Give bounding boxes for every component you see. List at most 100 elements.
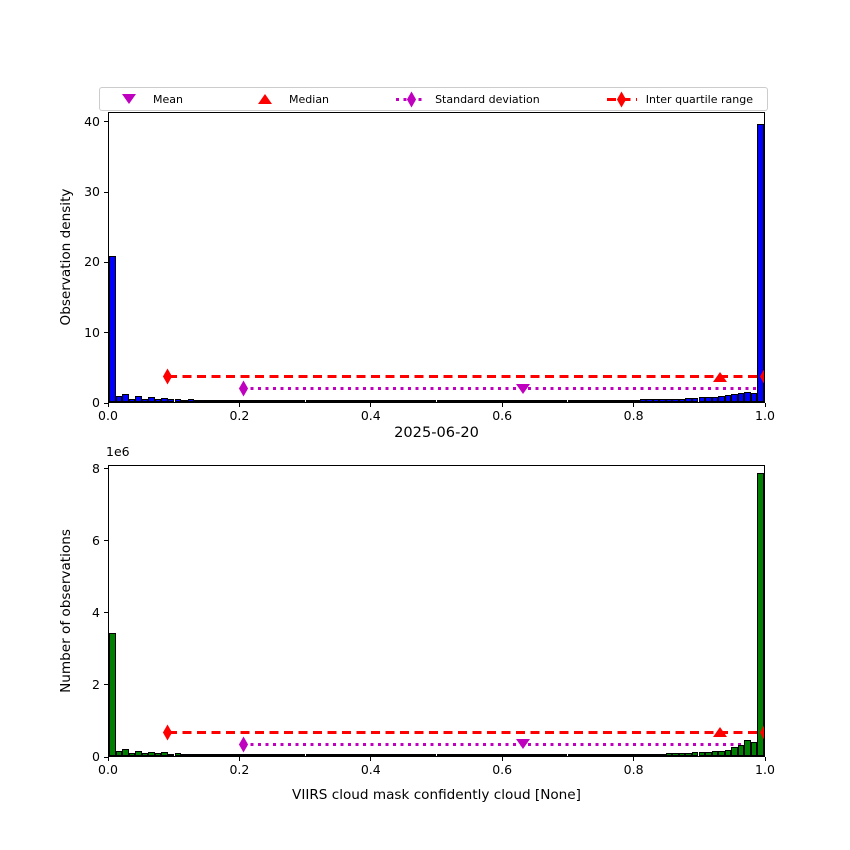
y-tick-label: 8 [92,460,100,476]
histogram-bar [502,400,509,402]
histogram-bar [436,400,444,402]
histogram-bar [574,400,581,402]
histogram-bar [371,754,378,756]
histogram-bar [403,754,411,756]
histogram-bar [200,753,208,756]
histogram-bar [187,753,195,756]
histogram-bar [443,754,450,756]
histogram-bar [541,754,548,756]
histogram-bar [456,400,463,402]
x-tick-mark [501,403,503,407]
histogram-bar [371,400,378,402]
iqr-marker-icon [606,91,637,107]
histogram-bar [475,754,483,756]
histogram-bar [646,753,653,756]
x-tick-label: 0.2 [229,762,250,777]
histogram-bar [325,400,332,402]
triangle-down-icon [122,94,136,104]
histogram-bar [423,400,430,402]
histogram-bar [731,747,738,756]
histogram-bar [338,400,345,402]
histogram-bar [109,256,116,402]
x-tick-mark [370,403,372,407]
mean-marker [515,739,530,750]
histogram-bar [521,754,529,756]
histogram-bar [547,400,555,402]
histogram-bar [331,754,339,756]
histogram-bar [253,400,260,402]
histogram-bar [266,400,273,402]
histogram-bar [757,124,764,402]
y-tick-label: 0 [92,749,100,764]
histogram-bar [560,754,568,756]
histogram-bar [220,400,227,402]
histogram-bar [593,754,601,756]
histogram-bar [534,754,542,756]
histogram-bar [331,400,339,402]
histogram-bar [554,754,561,756]
top-plot-area [108,112,765,403]
histogram-bar [593,399,601,402]
histogram-bar [462,754,470,756]
histogram-bar [410,754,417,756]
histogram-bar [240,754,247,756]
x-tick-mark [107,757,109,761]
histogram-bar [384,754,391,756]
histogram-bar [508,400,516,402]
histogram-bar [181,399,188,402]
histogram-bar [619,399,627,402]
histogram-bar [613,399,620,402]
histogram-bar [705,397,712,402]
histogram-bar [109,633,116,756]
histogram-bar [429,400,437,402]
legend-item-mean: Mean [114,92,183,106]
histogram-bar [174,398,182,402]
histogram-bar [652,753,660,756]
std-dev-line [243,742,764,746]
legend-label-std: Standard deviation [435,92,540,106]
histogram-bar [633,753,640,756]
histogram-bar [626,753,633,756]
histogram-bar [194,399,201,402]
histogram-bar [416,754,424,756]
histogram-bar [115,751,123,756]
y-tick-label: 20 [84,254,100,270]
histogram-bar [528,400,535,402]
std-dev-marker-icon [396,91,427,107]
histogram-bar [619,753,627,756]
histogram-bar [338,754,345,756]
legend-item-std: Standard deviation [396,91,540,107]
histogram-bar [580,754,588,756]
histogram-bar [541,400,548,402]
histogram-bar [148,751,155,756]
histogram-bar [521,400,529,402]
histogram-bar [364,754,371,756]
y-tick-label: 2 [92,676,100,692]
legend: Mean Median Standard deviation Inter qua… [99,87,768,111]
histogram-bar [279,754,286,756]
histogram-bar [665,398,673,402]
histogram-bar [724,395,732,402]
histogram-bar [325,754,332,756]
iqr-left-diamond [163,368,173,385]
histogram-bar [213,399,221,402]
histogram-bar [207,399,214,402]
histogram-bar [377,400,385,402]
legend-label-iqr: Inter quartile range [645,92,753,106]
histogram-bar [285,400,293,402]
histogram-bar [115,396,123,402]
histogram-bar [344,754,352,756]
histogram-bar [187,399,195,402]
iqr-left-diamond [163,724,173,741]
histogram-bar [737,745,745,756]
histogram-bar [272,400,280,402]
histogram-bar [397,754,404,756]
histogram-bar [390,754,398,756]
std-dev-left-diamond [238,380,248,397]
histogram-bar [528,754,535,756]
histogram-bar [482,400,489,402]
legend-label-mean: Mean [153,92,183,106]
histogram-bar [567,754,575,756]
histogram-bar [298,754,306,756]
